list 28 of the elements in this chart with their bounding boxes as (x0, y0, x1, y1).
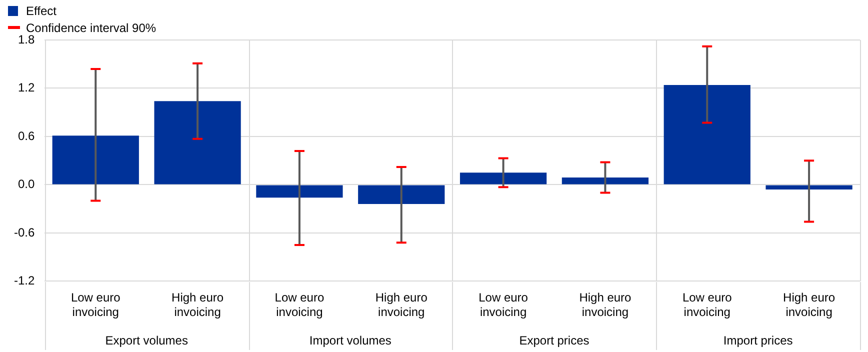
text: Export prices (519, 333, 590, 348)
y-tick-label: 1.2 (18, 80, 35, 95)
bar (664, 85, 750, 184)
y-tick-label: 0.6 (18, 128, 35, 143)
text: Import prices (723, 333, 793, 348)
x-tick-label: Low euro invoicing (478, 290, 528, 320)
bar (460, 172, 547, 184)
y-tick-label: 1.8 (18, 32, 35, 46)
x-tick-label: High euro invoicing (783, 290, 836, 320)
x-tick-label: High euro invoicing (579, 290, 632, 320)
legend-label: Effect (26, 4, 56, 18)
text: Export volumes (105, 333, 188, 348)
x-tick-label: High euro invoicing (172, 290, 224, 320)
text: Import volumes (309, 333, 392, 348)
bar (766, 185, 852, 190)
x-tick-label: Low euro invoicing (682, 290, 732, 320)
y-tick-label: 0.0 (18, 177, 35, 192)
bar (52, 136, 139, 184)
x-tick-label: Low euro invoicing (274, 290, 324, 320)
bar (358, 185, 445, 204)
x-tick-label: High euro invoicing (375, 290, 428, 320)
text: Confidence interval 90% (26, 20, 156, 34)
y-tick-label: -1.2 (14, 274, 35, 288)
bar (562, 177, 649, 184)
bar (154, 101, 241, 184)
x-tick-label: Low euro invoicing (70, 290, 121, 320)
y-tick-label: -0.6 (14, 225, 35, 240)
bar (256, 185, 343, 198)
